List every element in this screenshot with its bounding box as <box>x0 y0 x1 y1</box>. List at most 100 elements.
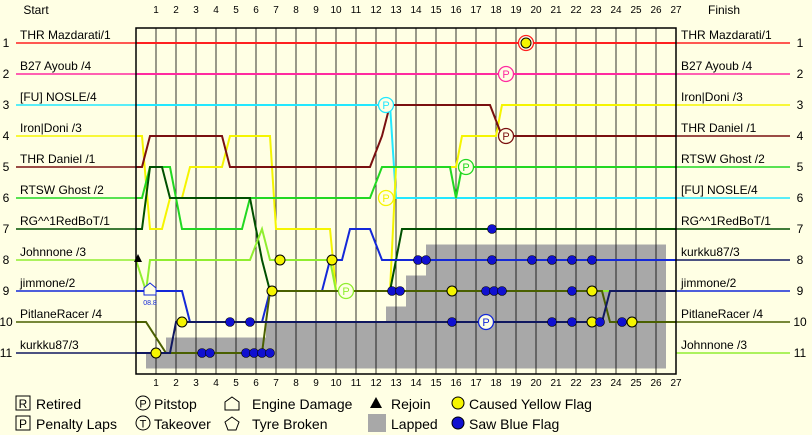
finish-header: Finish <box>708 3 740 17</box>
lap-tick-top: 2 <box>173 5 179 16</box>
lap-tick-bottom: 27 <box>670 378 682 389</box>
lap-tick-bottom: 8 <box>293 378 299 389</box>
lap-grid <box>155 28 677 374</box>
finish-driver-name: Johnnone /3 <box>681 338 747 352</box>
pitstop-marker-letter: P <box>502 131 509 143</box>
lap-tick-bottom: 15 <box>430 378 442 389</box>
finish-driver-name: THR Mazdarati/1 <box>681 28 772 42</box>
lap-tick-top: 24 <box>610 5 622 16</box>
lap-tick-top: 6 <box>253 5 259 16</box>
start-driver-name: kurkku87/3 <box>20 338 79 352</box>
start-driver-name: Johnnone /3 <box>20 245 86 259</box>
start-driver-name: jimmone/2 <box>19 276 76 290</box>
blue-flag-marker <box>489 286 499 296</box>
pitstop-legend-letter: P <box>139 399 146 411</box>
start-driver-name: THR Mazdarati/1 <box>20 28 111 42</box>
blue-flag-marker <box>595 317 605 327</box>
blue-flag-marker <box>617 317 627 327</box>
start-driver-name: Iron|Doni /3 <box>20 121 82 135</box>
event-markers: PPPPPPPP08.8 <box>134 34 638 359</box>
position-number-left: 7 <box>3 222 10 236</box>
driver-line <box>136 104 676 199</box>
finish-driver-name: THR Daniel /1 <box>681 121 757 135</box>
lap-tick-bottom: 25 <box>630 378 642 389</box>
lap-tick-bottom: 24 <box>610 378 622 389</box>
lap-tick-bottom: 5 <box>233 378 239 389</box>
position-number-right: 7 <box>797 222 804 236</box>
position-number-right: 2 <box>797 67 804 81</box>
lap-tick-top: 21 <box>550 5 562 16</box>
start-driver-name: PitlaneRacer /4 <box>20 307 102 321</box>
legend: R Retired P Penalty Laps P Pitstop T Tak… <box>15 395 592 432</box>
blue-flag-marker <box>245 317 255 327</box>
position-number-right: 3 <box>797 98 804 112</box>
retired-legend-letter: R <box>19 397 28 411</box>
blue-flag-marker <box>547 317 557 327</box>
blue-flag-marker <box>197 348 207 358</box>
lap-tick-bottom: 2 <box>173 378 179 389</box>
start-driver-name: THR Daniel /1 <box>20 152 96 166</box>
position-number-left: 6 <box>3 191 10 205</box>
lap-tick-bottom: 14 <box>410 378 422 389</box>
finish-driver-name: B27 Ayoub /4 <box>681 59 753 73</box>
lap-tick-bottom: 6 <box>253 378 259 389</box>
tyre-broken-legend-icon <box>224 416 240 431</box>
start-driver-name: RG^^1RedBoT/1 <box>20 214 110 228</box>
takeover-legend-icon <box>135 415 151 431</box>
lap-tick-bottom: 22 <box>570 378 582 389</box>
position-number-right: 8 <box>797 253 804 267</box>
lapped-legend-label: Lapped <box>391 416 438 432</box>
lap-tick-top: 9 <box>313 5 319 16</box>
yellow-flag-marker <box>274 254 286 266</box>
yellow-flag-marker <box>326 254 338 266</box>
yellow-flag-marker <box>446 285 458 297</box>
rejoin-marker <box>134 254 142 262</box>
lap-tick-top: 11 <box>351 5 362 16</box>
lap-tick-bottom: 18 <box>490 378 502 389</box>
lap-tick-bottom: 23 <box>590 378 602 389</box>
yellow-flag-marker <box>150 347 162 359</box>
yellow-flag-marker <box>520 37 532 49</box>
blue-flag-legend-icon <box>451 416 465 430</box>
lap-tick-top: 20 <box>530 5 542 16</box>
yellow-flag-marker <box>626 316 638 328</box>
lap-tick-top: 16 <box>450 5 462 16</box>
lap-tick-top: 22 <box>570 5 582 16</box>
takeover-legend-label: Takeover <box>154 416 211 432</box>
position-number-right: 10 <box>793 315 807 329</box>
rejoin-legend-label: Rejoin <box>391 396 431 412</box>
finish-driver-name: kurkku87/3 <box>681 245 740 259</box>
blue-flag-legend-label: Saw Blue Flag <box>469 416 559 432</box>
position-number-left: 2 <box>3 67 10 81</box>
lapped-area <box>146 244 666 369</box>
blue-flag-marker <box>587 255 597 265</box>
blue-flag-marker <box>567 317 577 327</box>
pitstop-marker-letter: P <box>502 69 509 81</box>
plot-frame <box>135 27 677 375</box>
lap-tick-bottom: 10 <box>330 378 342 389</box>
engine-damage-legend-icon <box>224 396 240 411</box>
pitstop-marker <box>457 158 475 176</box>
blue-flag-marker <box>413 255 423 265</box>
driver-line <box>136 104 676 168</box>
yellow-flag-legend-label: Caused Yellow Flag <box>469 396 592 412</box>
engine-damage-time: 08.8 <box>143 300 157 307</box>
lap-tick-top: 25 <box>630 5 642 16</box>
lap-tick-bottom: 9 <box>313 378 319 389</box>
blue-flag-marker <box>395 286 405 296</box>
lap-tick-top: 23 <box>590 5 602 16</box>
pitstop-marker-letter: P <box>382 193 389 205</box>
position-number-left: 11 <box>0 346 13 360</box>
retired-legend-label: Retired <box>36 396 81 412</box>
retired-legend-icon <box>15 395 31 411</box>
finish-driver-name: PitlaneRacer /4 <box>681 307 763 321</box>
position-number-right: 1 <box>797 36 804 50</box>
driver-line <box>136 104 676 292</box>
lap-tick-bottom: 1 <box>153 378 159 389</box>
blue-flag-marker <box>225 317 235 327</box>
lap-tick-bottom: 12 <box>370 378 382 389</box>
lap-tick-bottom: 26 <box>650 378 662 389</box>
pitstop-marker <box>497 65 515 83</box>
lap-tick-bottom: 17 <box>470 378 482 389</box>
